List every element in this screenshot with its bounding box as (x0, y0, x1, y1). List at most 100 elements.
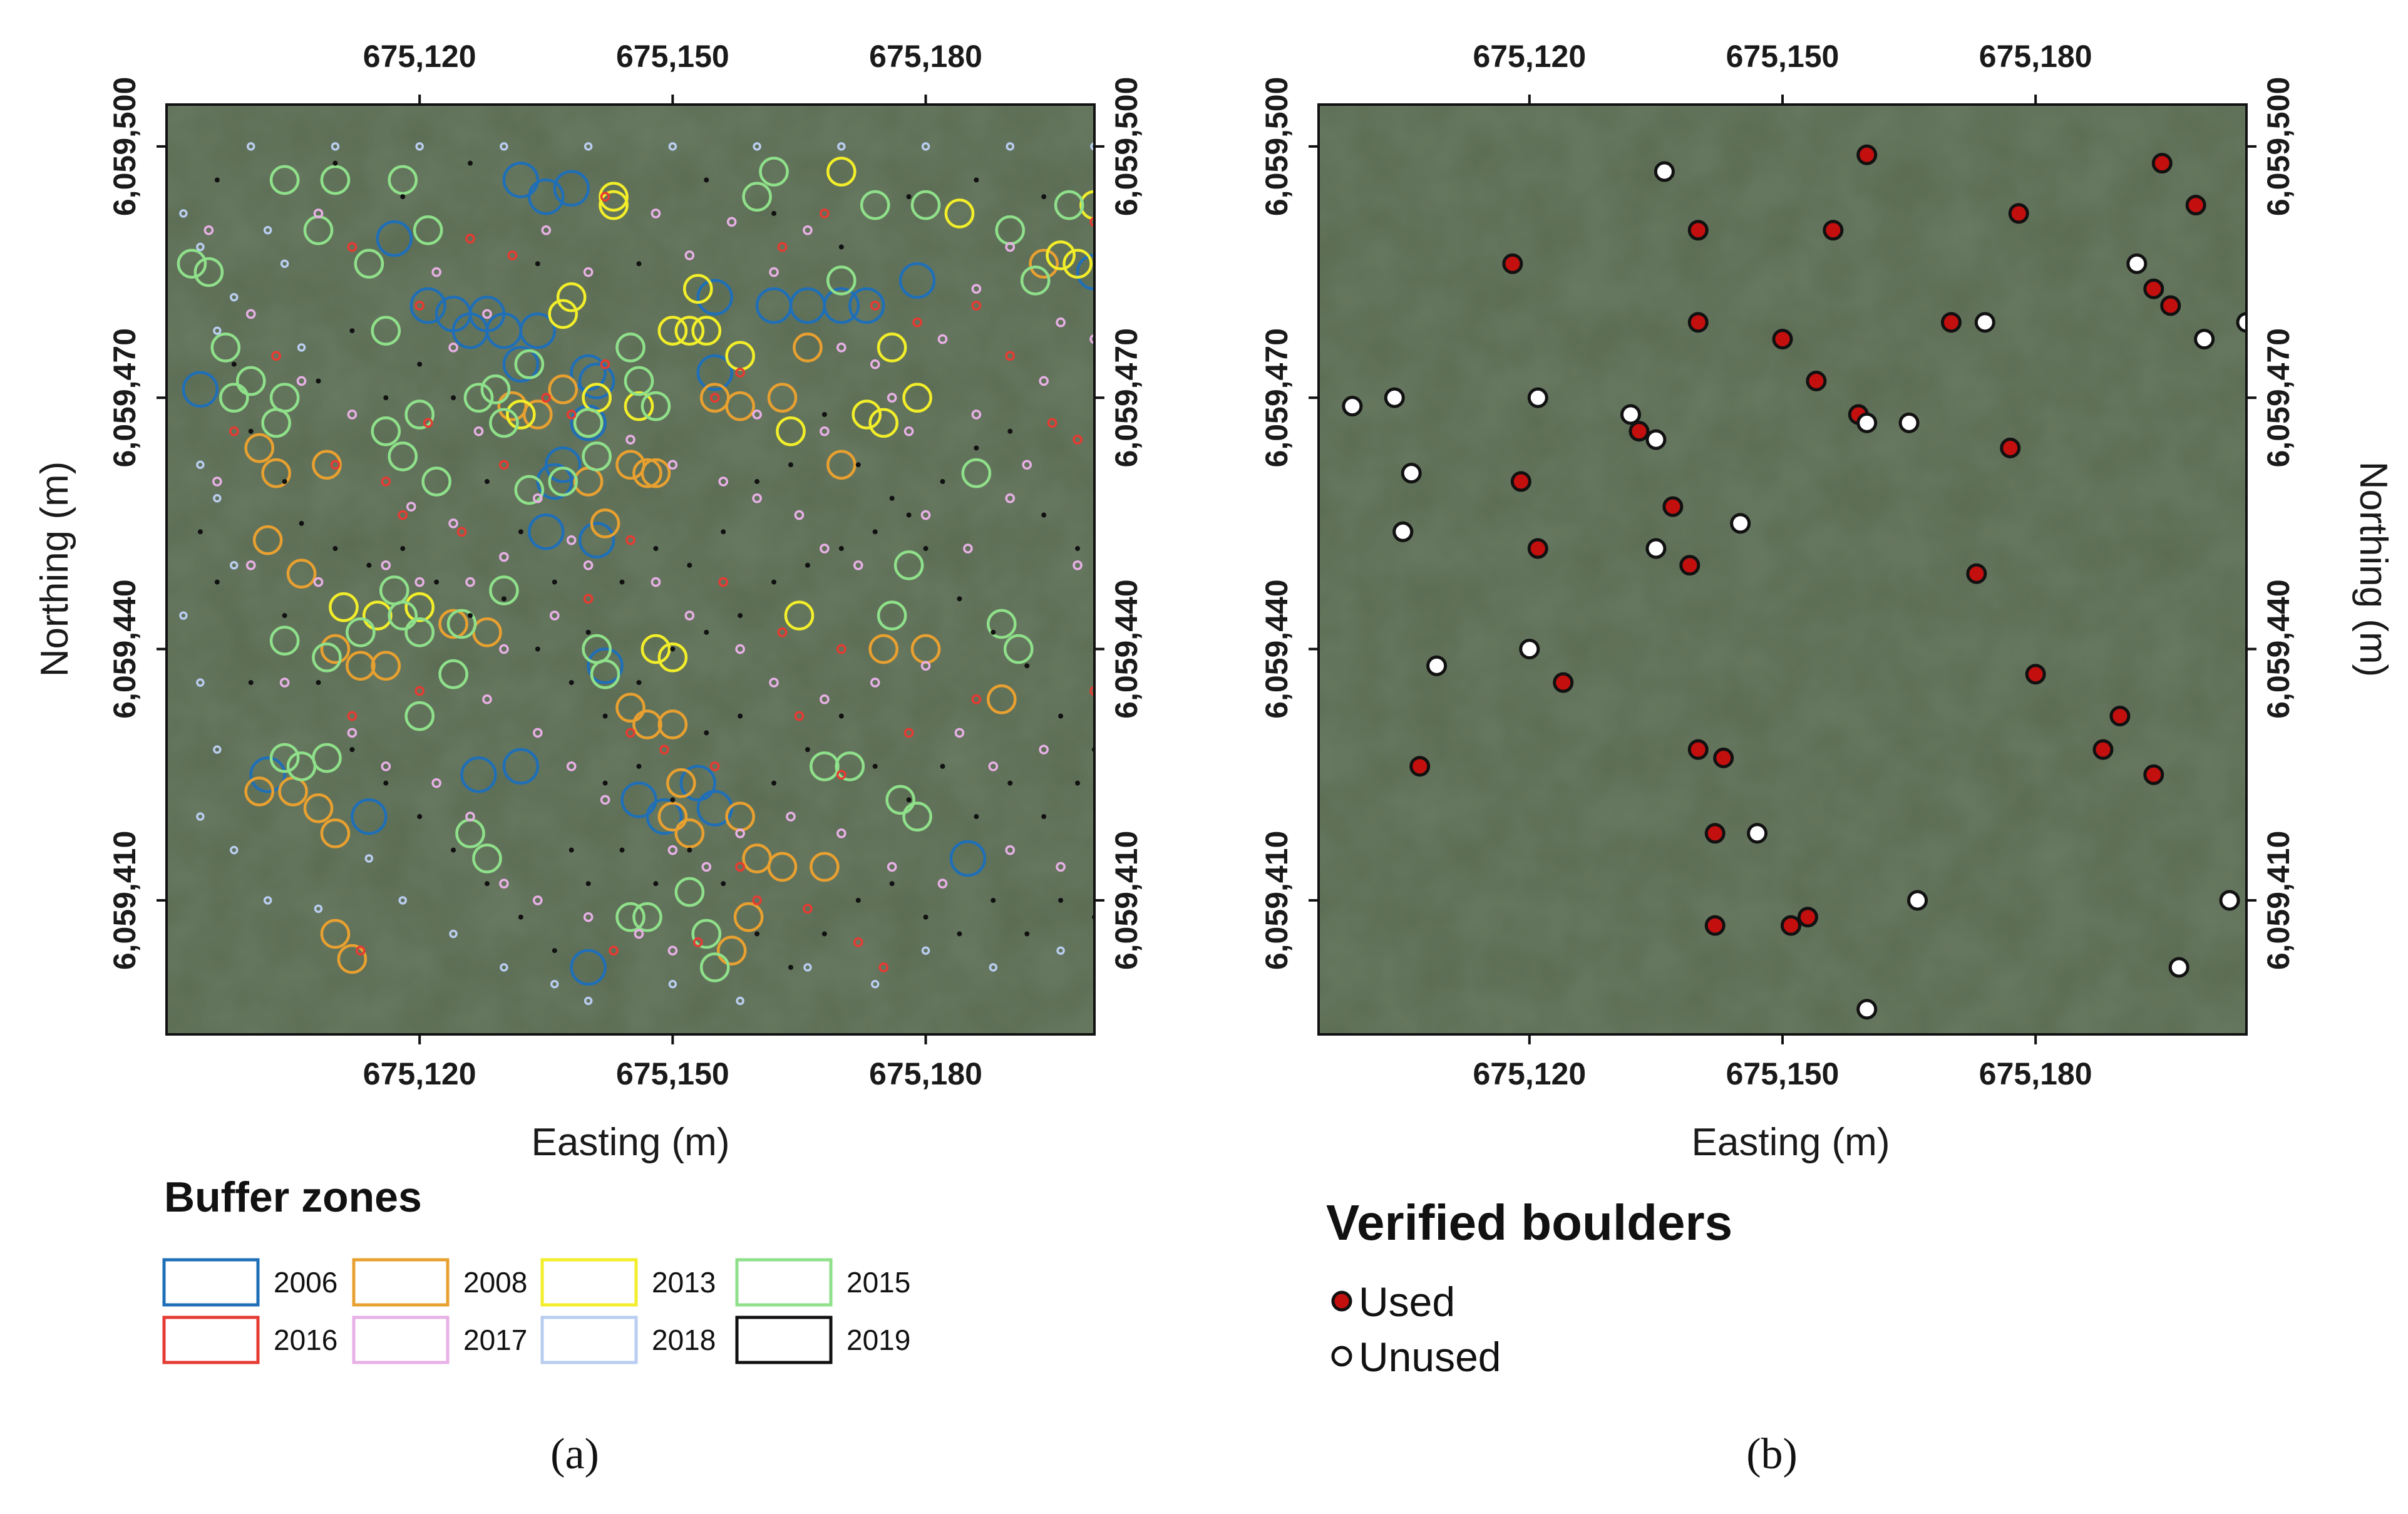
buffer-2016-32 (583, 594, 594, 604)
buffer-2019-73 (721, 529, 726, 535)
boulder-unused-9 (1620, 404, 1641, 425)
buffer-2019-71 (653, 546, 659, 552)
buffer-2016-21 (971, 301, 982, 311)
buffer-2019-80 (957, 596, 962, 602)
buffer-2016-4 (414, 301, 424, 311)
buffer-2006-38 (570, 949, 607, 986)
buffer-2019-102 (670, 797, 676, 803)
buffer-2015-67 (691, 919, 722, 949)
boulder-unused-0 (1654, 161, 1675, 182)
buffer-2018-47 (500, 142, 508, 151)
buffer-2015-8 (320, 165, 351, 195)
buffer-2017-33 (1192, 495, 1200, 502)
buffer-2006-9 (502, 162, 540, 198)
buffer-2018-39 (1184, 177, 1190, 183)
buffer-2019-89 (468, 160, 473, 166)
buffer-2018-36 (1184, 445, 1190, 451)
buffer-2006-20 (696, 354, 733, 391)
buffer-2018-17 (364, 854, 374, 863)
boulder-unused-10 (1856, 412, 1878, 433)
boulder-used-14 (1628, 421, 1650, 442)
buffer-2018-0 (179, 209, 188, 218)
buffer-2016-45 (836, 770, 846, 780)
buffer-2019-61 (316, 378, 321, 384)
buffer-2013-29 (776, 416, 806, 446)
buffer-2017-64 (735, 828, 745, 838)
buffer-2015-27 (346, 617, 376, 647)
boulder-used-9 (1687, 312, 1709, 333)
buffer-2013-10 (506, 399, 536, 430)
buffer-2019-51 (957, 931, 962, 937)
buffer-2017-91 (752, 409, 762, 420)
panel-b: 675,120 675,120 675,150 675,150 675,180 675,1… (1259, 39, 2395, 1164)
buffer-2017-78 (583, 912, 594, 922)
buffer-2016-31 (456, 527, 467, 537)
buffer-2008-29 (674, 818, 705, 848)
buffer-2015-3 (219, 383, 249, 413)
buffer-2019-52 (990, 897, 996, 903)
boulder-used-25 (1687, 739, 1709, 760)
buffer-2019-58 (248, 680, 254, 686)
buffer-2008-1 (261, 458, 291, 488)
buffer-2019-3 (282, 479, 287, 485)
buffer-2017-18 (726, 217, 737, 227)
buffer-2019-42 (653, 881, 659, 887)
buffer-2015-64 (615, 902, 646, 932)
boulder-used-31 (1704, 915, 1726, 936)
buffer-2019-24 (974, 445, 979, 451)
buffer-2018-25 (803, 963, 812, 972)
buffer-2017-85 (465, 577, 475, 587)
buffer-2008-28 (657, 801, 688, 832)
boulder-used-18 (1527, 538, 1548, 559)
buffer-2013-13 (329, 592, 359, 622)
buffer-2019-82 (1024, 663, 1030, 669)
buffer-2019-53 (1024, 931, 1030, 937)
buffer-2016-51 (609, 945, 619, 956)
buffer-2015-21 (582, 441, 612, 471)
buffer-2017-95 (1022, 460, 1032, 470)
buffer-2016-0 (600, 192, 610, 202)
buffer-2017-63 (701, 862, 712, 872)
buffer-2018-40 (1090, 142, 1094, 151)
legend-a-swatch-2019 (735, 1316, 833, 1364)
legend-a-label-2018: 2018 (652, 1324, 716, 1356)
buffer-2015-36 (641, 391, 671, 421)
boulder-unused-2 (1974, 312, 1995, 333)
buffer-2015-6 (269, 383, 300, 413)
buffer-2008-38 (810, 852, 840, 882)
buffer-2017-80 (667, 945, 678, 956)
series-2013 (329, 157, 1094, 672)
buffer-2015-4 (235, 366, 266, 396)
buffer-2017-99 (1192, 595, 1200, 602)
buffer-2006-28 (351, 798, 388, 835)
buffer-2016-14 (625, 535, 635, 545)
buffer-2008-20 (590, 508, 620, 538)
boulder-unused-22 (1856, 999, 1878, 1020)
buffer-2018-20 (500, 963, 508, 972)
buffer-2017-1 (313, 209, 324, 219)
buffer-2015-68 (699, 952, 730, 982)
buffer-2018-13 (196, 812, 205, 821)
boulder-used-7 (2143, 278, 2164, 299)
buffer-2016-7 (229, 426, 239, 436)
buffer-2019-112 (1007, 780, 1013, 786)
buffer-2013-21 (944, 198, 975, 229)
buffer-2017-83 (381, 560, 391, 570)
buffer-2019-48 (855, 897, 861, 903)
buffer-2019-87 (332, 160, 338, 166)
boulder-unused-3 (2194, 329, 2215, 350)
buffer-2015-15 (421, 466, 451, 497)
buffer-2019-93 (771, 210, 777, 216)
buffer-2017-51 (870, 677, 880, 687)
buffer-2016-5 (423, 418, 433, 428)
boulder-used-27 (2092, 739, 2114, 760)
buffer-2016-20 (912, 317, 922, 327)
buffer-2019-64 (417, 361, 423, 367)
buffer-2016-2 (465, 234, 475, 244)
buffer-2017-26 (1005, 242, 1016, 252)
legend-a-swatch-2008 (352, 1258, 450, 1307)
buffer-2008-33 (793, 332, 823, 363)
buffer-2016-15 (709, 393, 720, 403)
x-tick-label-top-0: 675,120 (1473, 39, 1586, 74)
x-tick-label-bottom-0: 675,120 (1473, 1056, 1586, 1091)
